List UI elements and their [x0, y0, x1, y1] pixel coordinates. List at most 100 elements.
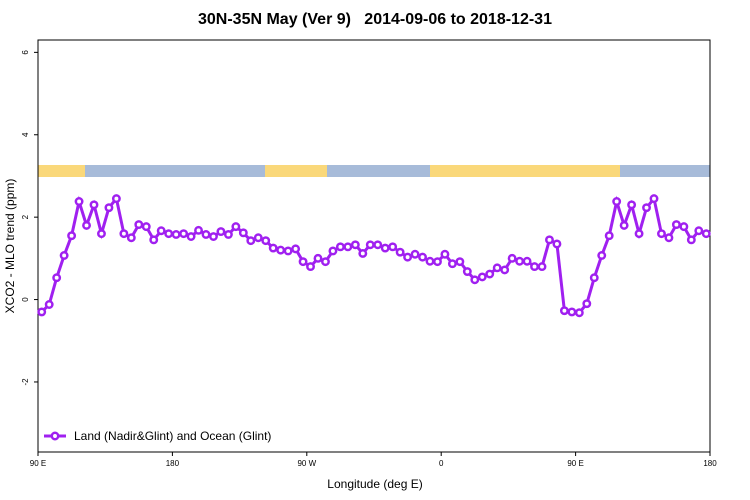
- data-point: [276, 245, 286, 255]
- data-point: [67, 231, 77, 241]
- data-point: [545, 235, 554, 245]
- data-point: [403, 252, 413, 262]
- data-point: [500, 265, 510, 275]
- y-tick-label: -2: [21, 378, 30, 386]
- x-tick-label: 0: [439, 459, 444, 468]
- data-point: [679, 222, 689, 232]
- data-point: [627, 200, 637, 210]
- y-tick-label: 6: [21, 50, 30, 55]
- data-point: [567, 307, 577, 317]
- data-point: [268, 243, 278, 253]
- data-point: [141, 222, 151, 232]
- x-tick-label: 90 E: [567, 459, 583, 468]
- data-point: [447, 259, 457, 269]
- data-point: [433, 257, 442, 267]
- data-point: [418, 252, 427, 262]
- x-tick-label: 180: [703, 459, 717, 468]
- data-point: [477, 272, 487, 282]
- data-point: [164, 229, 174, 239]
- data-point: [642, 203, 651, 213]
- data-point: [126, 233, 136, 243]
- data-point: [485, 269, 495, 279]
- data-point: [186, 232, 196, 241]
- data-point: [507, 253, 517, 263]
- data-point: [238, 228, 248, 238]
- data-point: [619, 220, 629, 230]
- data-point: [313, 253, 323, 263]
- data-point: [634, 229, 644, 239]
- y-tick-label: 2: [21, 214, 30, 219]
- data-point: [671, 220, 681, 230]
- data-point: [201, 230, 211, 239]
- data-point: [380, 243, 390, 253]
- data-point: [231, 222, 241, 232]
- data-point: [171, 230, 181, 239]
- legend-marker: [50, 431, 60, 441]
- data-point: [134, 220, 144, 230]
- data-point: [223, 230, 233, 239]
- data-point: [82, 220, 91, 230]
- data-point: [283, 246, 293, 256]
- data-point: [686, 235, 696, 245]
- data-point: [209, 232, 218, 241]
- data-point: [246, 236, 256, 246]
- data-point: [306, 262, 315, 272]
- y-tick-label: 0: [21, 297, 30, 302]
- data-point: [52, 273, 62, 283]
- data-point: [612, 197, 622, 206]
- data-point: [59, 251, 69, 260]
- data-point: [537, 262, 547, 272]
- data-point: [335, 242, 345, 252]
- data-point: [343, 242, 353, 252]
- x-tick-label: 180: [166, 459, 180, 468]
- data-point: [74, 197, 84, 206]
- data-point: [395, 247, 405, 257]
- data-point: [470, 275, 480, 285]
- data-point: [253, 233, 263, 243]
- data-point: [492, 263, 502, 273]
- data-point: [104, 203, 114, 213]
- x-axis-label: Longitude (deg E): [327, 477, 422, 491]
- data-point: [119, 229, 129, 239]
- data-point: [350, 240, 360, 250]
- data-line: [40, 195, 707, 315]
- y-tick-label: 4: [21, 132, 30, 137]
- data-point: [44, 300, 54, 309]
- data-point: [582, 299, 592, 309]
- data-point: [530, 262, 539, 272]
- data-point: [559, 306, 569, 316]
- data-point: [216, 227, 226, 237]
- data-point: [111, 194, 121, 204]
- chart-title: 30N-35N May (Ver 9) 2014-09-06 to 2018-1…: [198, 11, 552, 28]
- data-point: [597, 251, 607, 260]
- data-point: [298, 257, 308, 267]
- data-point: [410, 249, 420, 259]
- plot-frame: [37, 39, 711, 453]
- data-point: [194, 225, 203, 235]
- x-tick-label: 90 E: [30, 459, 46, 468]
- legend-label: Land (Nadir&Glint) and Ocean (Glint): [74, 429, 271, 443]
- data-point: [365, 240, 375, 250]
- data-point: [425, 256, 435, 266]
- data-point: [358, 248, 368, 258]
- data-point: [552, 239, 562, 249]
- data-point: [149, 235, 159, 245]
- data-point: [522, 256, 532, 266]
- data-point: [328, 246, 338, 256]
- data-point: [97, 229, 106, 239]
- data-point: [440, 249, 450, 259]
- data-point: [589, 273, 599, 283]
- data-point: [261, 236, 271, 246]
- data-point: [649, 194, 659, 204]
- data-point: [37, 307, 47, 317]
- data-point: [657, 229, 666, 239]
- data-point: [156, 226, 166, 236]
- land-ocean-band: [38, 165, 710, 177]
- data-point: [574, 308, 584, 318]
- data-point: [694, 226, 704, 236]
- data-point: [664, 233, 674, 243]
- x-tick-label: 90 W: [297, 459, 316, 468]
- data-point: [388, 242, 398, 252]
- data-point: [321, 257, 330, 267]
- data-point: [515, 256, 525, 266]
